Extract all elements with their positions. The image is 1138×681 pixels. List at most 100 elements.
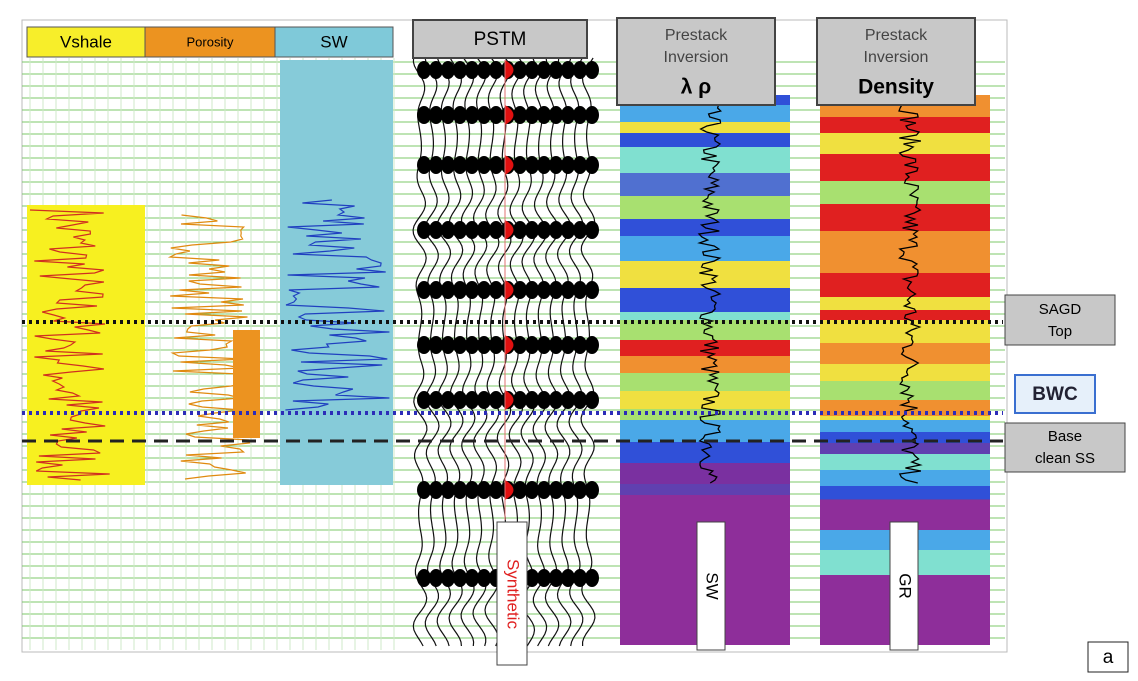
seismic-peak	[549, 281, 563, 299]
log-header: Porosity	[187, 34, 234, 49]
inversion-band	[820, 231, 990, 253]
inversion-band	[620, 312, 790, 320]
seismic-peak	[573, 391, 587, 409]
seismic-peak	[513, 61, 527, 79]
seismic-peak	[441, 106, 455, 124]
seismic-peak	[537, 569, 551, 587]
seismic-peak	[429, 336, 443, 354]
seismic-peak	[561, 569, 575, 587]
horizon-box	[1014, 374, 1096, 414]
seismic-peak	[561, 281, 575, 299]
inversion-band	[620, 409, 790, 420]
log-curve	[167, 214, 251, 480]
inversion-band	[820, 204, 990, 231]
seismic-peak	[477, 481, 491, 499]
seismic-peak	[477, 336, 491, 354]
seismic-peak	[525, 61, 539, 79]
seismic-peak	[513, 481, 527, 499]
seismic-peak	[525, 106, 539, 124]
seismic-peak	[441, 336, 455, 354]
seismic-peak	[453, 569, 467, 587]
seismic-peak	[429, 481, 443, 499]
inversion-band	[820, 499, 990, 500]
seismic-peak	[441, 281, 455, 299]
seismic-peak	[489, 106, 503, 124]
header-box	[26, 26, 146, 58]
seismic-peak	[465, 106, 479, 124]
seismic-peak	[573, 481, 587, 499]
decoration-layer	[27, 57, 990, 647]
horizon-label: Top	[1048, 323, 1072, 340]
porosity-fill	[233, 330, 260, 438]
inversion-band	[620, 463, 790, 484]
seismic-peak	[525, 156, 539, 174]
seismic-peak	[489, 221, 503, 239]
seismic-peak	[513, 336, 527, 354]
panel-label-box	[1087, 641, 1129, 673]
seismic-peak	[561, 106, 575, 124]
header-box	[144, 26, 276, 58]
seismic-peak	[465, 569, 479, 587]
seismic-peak	[537, 61, 551, 79]
seismic-peak	[453, 281, 467, 299]
seismic-peak	[561, 221, 575, 239]
seismic-trace	[580, 57, 596, 646]
seismic-peak	[513, 156, 527, 174]
seismic-peak	[489, 156, 503, 174]
inversion-band	[620, 340, 790, 356]
seismic-peak	[537, 106, 551, 124]
seismic-peak	[537, 221, 551, 239]
seismic-peak	[561, 156, 575, 174]
panel-label: a	[1103, 647, 1114, 668]
inversion-title: Prestack	[865, 27, 928, 44]
inversion-band	[820, 443, 990, 454]
header-box	[816, 17, 976, 106]
inversion-band	[820, 117, 990, 133]
seismic-peak	[489, 481, 503, 499]
horizon-label: BWC	[1032, 384, 1078, 405]
seismic-peak	[525, 336, 539, 354]
inversion-band	[620, 288, 790, 312]
synthetic-peak	[505, 390, 514, 410]
seismic-peak	[453, 481, 467, 499]
seismic-peak	[573, 156, 587, 174]
seismic-peak	[417, 106, 431, 124]
inversion-band	[820, 470, 990, 486]
log-label: GR	[896, 573, 915, 599]
seismic-peak	[429, 391, 443, 409]
seismic-peak	[417, 281, 431, 299]
seismic-peak	[453, 106, 467, 124]
vshale-fill	[27, 205, 145, 485]
seismic-peak	[417, 481, 431, 499]
inversion-band	[820, 154, 990, 181]
seismic-peak	[465, 336, 479, 354]
inversion-title: Inversion	[864, 49, 929, 66]
seismic-peak	[585, 569, 599, 587]
inversion-attribute: λ ρ	[681, 76, 712, 99]
seismic-peak	[585, 336, 599, 354]
seismic-peak	[513, 391, 527, 409]
inversion-band	[820, 320, 990, 343]
seismic-peak	[585, 106, 599, 124]
seismic-peak	[573, 569, 587, 587]
seismic-peak	[453, 391, 467, 409]
log-header: Vshale	[60, 32, 112, 51]
seismic-peak	[465, 61, 479, 79]
seismic-peak	[417, 61, 431, 79]
seismic-peak	[429, 61, 443, 79]
seismic-peak	[573, 336, 587, 354]
inversion-band	[820, 273, 990, 297]
seismic-peak	[585, 481, 599, 499]
synthetic-peak	[505, 280, 514, 300]
inversion-band	[820, 181, 990, 204]
inversion-band	[820, 364, 990, 381]
seismic-peak	[537, 391, 551, 409]
seismic-peak	[417, 156, 431, 174]
label-box	[696, 521, 726, 651]
synthetic-peak	[505, 105, 514, 125]
seismic-peak	[549, 156, 563, 174]
seismic-peak	[465, 481, 479, 499]
seismic-peak	[417, 336, 431, 354]
seismic-peak	[561, 61, 575, 79]
